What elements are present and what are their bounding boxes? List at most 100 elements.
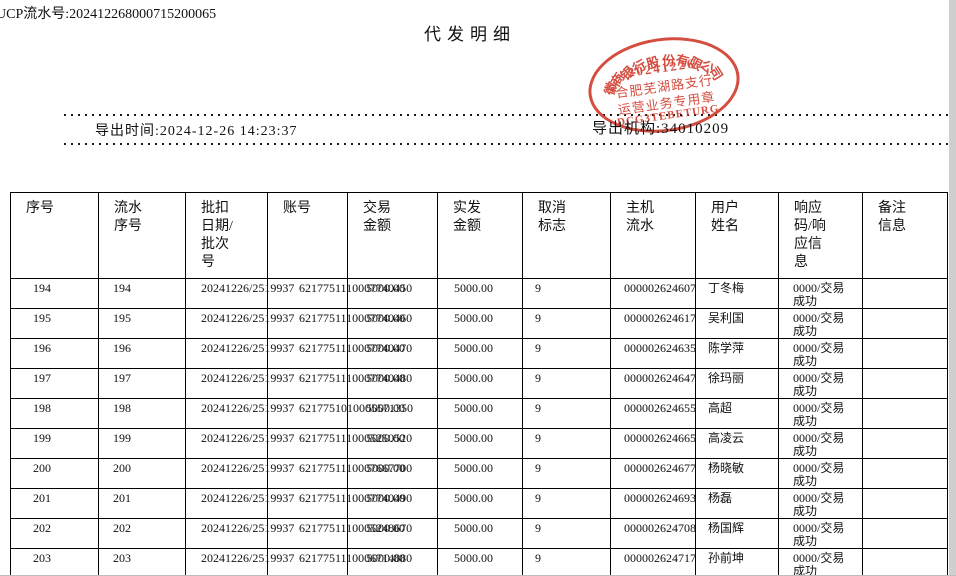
cell-host-serial: 000002624655 <box>610 398 696 429</box>
cell-seq: 199 <box>10 428 99 459</box>
cell-batch: 20241226/2519937 <box>185 368 294 399</box>
cell-flow-seq: 196 <box>98 338 186 369</box>
cell-actual-amount: 5000.00 <box>437 278 523 309</box>
cell-batch: 20241226/2519937 <box>185 308 294 339</box>
export-org-value: 34010209 <box>661 121 730 137</box>
table-row: 200 200 20241226/2519937 621775111000766… <box>10 458 948 489</box>
cell-amount: 5000.00 <box>347 338 438 369</box>
cell-host-serial: 000002624617 <box>610 308 696 339</box>
payroll-detail-table: 序号 流水序号 批扣日期/批次号 账号 交易金额 实发金额 取消标志 主机流水 … <box>10 192 948 576</box>
ucp-serial-line: UCP流水号:202412268000715200065 <box>0 3 216 23</box>
cell-seq: 202 <box>10 518 99 549</box>
header-actual-amount: 实发金额 <box>437 192 523 279</box>
cell-user-name: 吴利国 <box>695 308 779 339</box>
cell-cancel-flag: 9 <box>522 548 611 576</box>
cell-actual-amount: 5000.00 <box>437 398 523 429</box>
ucp-serial-label: UCP流水号: <box>0 7 70 22</box>
header-seq: 序号 <box>10 192 99 279</box>
cell-cancel-flag: 9 <box>522 338 611 369</box>
cell-remark <box>862 428 948 459</box>
cell-remark <box>862 278 948 309</box>
cell-cancel-flag: 9 <box>522 518 611 549</box>
cell-host-serial: 000002624693 <box>610 488 696 519</box>
cell-flow-seq: 199 <box>98 428 186 459</box>
cell-response: 0000/交易成功 <box>778 278 863 309</box>
cell-flow-seq: 202 <box>98 518 186 549</box>
cell-flow-seq: 201 <box>98 488 186 519</box>
cell-response: 0000/交易成功 <box>778 398 863 429</box>
table-header-row: 序号 流水序号 批扣日期/批次号 账号 交易金额 实发金额 取消标志 主机流水 … <box>10 192 948 279</box>
cell-actual-amount: 5000.00 <box>437 428 523 459</box>
cell-response: 0000/交易成功 <box>778 338 863 369</box>
export-time-line: 导出时间:2024-12-26 14:23:37 <box>95 120 298 140</box>
cell-user-name: 杨磊 <box>695 488 779 519</box>
cell-cancel-flag: 9 <box>522 278 611 309</box>
cell-remark <box>862 398 948 429</box>
cell-batch: 20241226/2519937 <box>185 338 294 369</box>
cell-remark <box>862 308 948 339</box>
header-response: 响应码/响应信息 <box>778 192 863 279</box>
cell-flow-seq: 198 <box>98 398 186 429</box>
cell-actual-amount: 5000.00 <box>437 518 523 549</box>
cell-response: 0000/交易成功 <box>778 518 863 549</box>
cell-host-serial: 000002624635 <box>610 338 696 369</box>
cell-batch: 20241226/2519937 <box>185 488 294 519</box>
table-row: 195 195 20241226/2519937 621775111000774… <box>10 308 948 339</box>
cell-host-serial: 000002624717 <box>610 548 696 576</box>
cell-cancel-flag: 9 <box>522 488 611 519</box>
cell-response: 0000/交易成功 <box>778 428 863 459</box>
cell-user-name: 丁冬梅 <box>695 278 779 309</box>
export-time-label: 导出时间: <box>95 124 160 139</box>
window-right-edge <box>949 0 956 576</box>
cell-batch: 20241226/2519937 <box>185 458 294 489</box>
table-row: 201 201 20241226/2519937 621775111000774… <box>10 488 948 519</box>
table-row: 203 203 20241226/2519937 621775111000671… <box>10 548 948 576</box>
cell-amount: 5000.00 <box>347 398 438 429</box>
cell-flow-seq: 203 <box>98 548 186 576</box>
table-row: 202 202 20241226/2519937 621775111000524… <box>10 518 948 549</box>
cell-host-serial: 000002624677 <box>610 458 696 489</box>
cell-remark <box>862 338 948 369</box>
cell-amount: 5000.00 <box>347 368 438 399</box>
cell-actual-amount: 5000.00 <box>437 488 523 519</box>
cell-user-name: 徐玛丽 <box>695 368 779 399</box>
cell-flow-seq: 195 <box>98 308 186 339</box>
cell-actual-amount: 5000.00 <box>437 308 523 339</box>
table-row: 199 199 20241226/2519937 621775111000525… <box>10 428 948 459</box>
cell-host-serial: 000002624607 <box>610 278 696 309</box>
cell-batch: 20241226/2519937 <box>185 398 294 429</box>
cell-batch: 20241226/2519937 <box>185 428 294 459</box>
cell-flow-seq: 200 <box>98 458 186 489</box>
cell-amount: 5000.00 <box>347 548 438 576</box>
cell-actual-amount: 5000.00 <box>437 458 523 489</box>
header-cancel-flag: 取消标志 <box>522 192 611 279</box>
cell-response: 0000/交易成功 <box>778 308 863 339</box>
cell-amount: 5000.00 <box>347 488 438 519</box>
cell-cancel-flag: 9 <box>522 308 611 339</box>
cell-amount: 5000.00 <box>347 518 438 549</box>
cell-cancel-flag: 9 <box>522 368 611 399</box>
cell-batch: 20241226/2519937 <box>185 548 294 576</box>
cell-user-name: 高凌云 <box>695 428 779 459</box>
dotted-divider-top <box>64 114 948 116</box>
cell-batch: 20241226/2519937 <box>185 518 294 549</box>
page-title: 代发明细 <box>424 25 516 44</box>
cell-actual-amount: 5000.00 <box>437 338 523 369</box>
cell-host-serial: 000002624708 <box>610 518 696 549</box>
export-org-label: 导出机构: <box>592 121 662 137</box>
table-row: 196 196 20241226/2519937 621775111000774… <box>10 338 948 369</box>
cell-remark <box>862 458 948 489</box>
cell-batch: 20241226/2519937 <box>185 278 294 309</box>
table-row: 194 194 20241226/2519937 621775111000774… <box>10 278 948 309</box>
header-batch: 批扣日期/批次号 <box>185 192 268 279</box>
dotted-divider-bottom <box>64 143 948 145</box>
cell-user-name: 杨国辉 <box>695 518 779 549</box>
cell-cancel-flag: 9 <box>522 428 611 459</box>
cell-seq: 198 <box>10 398 99 429</box>
cell-remark <box>862 368 948 399</box>
export-org-line: 导出机构:34010209 <box>592 117 729 138</box>
cell-flow-seq: 197 <box>98 368 186 399</box>
cell-seq: 197 <box>10 368 99 399</box>
header-flow-seq: 流水序号 <box>98 192 186 279</box>
